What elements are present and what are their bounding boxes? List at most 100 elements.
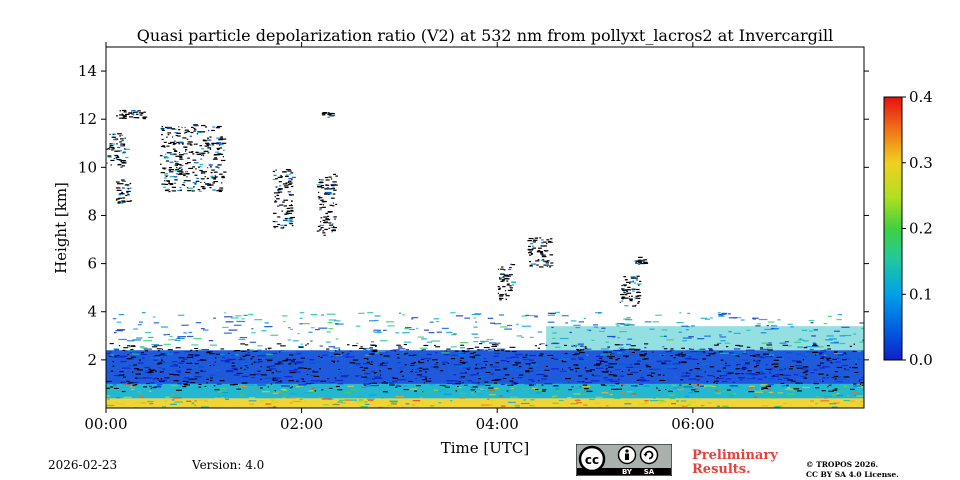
noise-speck [396,353,400,356]
noise-speck [231,362,235,364]
signal-speck [322,354,329,356]
noise-speck [743,368,746,370]
cloud-speck [534,239,538,241]
signal-speck [441,327,449,329]
signal-speck [138,324,142,326]
noise-speck [833,375,839,378]
cloud-speck [125,184,128,186]
cloud-speck [110,164,112,166]
cloud-speck [201,148,205,150]
noise-speck [290,360,296,362]
signal-speck [844,385,847,387]
signal-speck [768,372,772,374]
noise-speck [765,368,772,370]
signal-speck [605,365,610,367]
cloud-speck [499,297,501,300]
signal-speck [586,329,592,331]
noise-speck [404,364,407,366]
cloud-speck [624,297,629,299]
noise-speck [423,382,426,384]
noise-speck [615,359,619,361]
signal-speck [674,361,682,363]
signal-speck [421,338,427,340]
cloud-speck [543,261,547,263]
noise-speck [772,375,776,377]
noise-speck [292,358,296,360]
signal-speck [441,352,450,354]
signal-speck [805,354,810,356]
cloud-speck [535,260,540,262]
noise-speck [852,350,857,352]
signal-speck [333,347,341,349]
signal-speck [671,350,676,352]
cloud-speck [331,229,335,231]
signal-speck [308,362,316,364]
signal-speck [688,378,697,380]
cloud-speck [328,227,330,229]
cloud-speck [179,157,183,159]
cloud-speck [276,198,280,200]
cloud-speck [179,186,182,189]
signal-speck [524,383,533,385]
cloud-speck [500,273,505,275]
signal-speck [836,395,844,397]
signal-speck [335,379,344,382]
signal-speck [783,402,788,405]
signal-speck [166,333,170,336]
cloud-speck [316,184,321,186]
cloud-speck [318,198,320,200]
signal-speck [831,406,838,408]
noise-speck [566,378,570,380]
cloud-speck [331,231,333,233]
cloud-speck [220,143,224,145]
noise-speck [756,354,760,356]
noise-speck [397,357,400,359]
cloud-speck [125,156,129,159]
signal-speck [175,364,178,366]
signal-speck [839,342,846,345]
cloud-speck [113,157,115,160]
signal-speck [300,385,304,387]
cloud-speck [639,260,644,262]
signal-speck [142,312,146,314]
cloud-speck [199,163,204,166]
signal-speck [286,350,296,353]
noise-speck [461,362,466,364]
noise-speck [578,375,583,377]
signal-speck [603,376,608,379]
cloud-speck [115,199,118,201]
noise-speck [739,345,744,347]
cloud-speck [324,176,329,179]
noise-speck [219,380,225,382]
signal-speck [728,331,732,333]
signal-speck [370,384,378,387]
cloud-speck [182,181,186,184]
noise-speck [681,352,683,354]
cloud-speck [207,139,212,141]
signal-speck [687,312,691,314]
noise-speck [200,370,203,372]
signal-speck [859,322,864,324]
cloud-speck [290,207,294,209]
noise-speck [749,355,754,357]
cloud-speck [320,199,324,201]
signal-speck [709,317,713,319]
signal-speck [823,395,833,397]
signal-speck [570,320,577,322]
signal-speck [210,344,218,346]
signal-speck [222,394,226,397]
signal-speck [157,379,167,381]
cloud-speck [330,114,336,117]
signal-speck [249,341,257,343]
signal-speck [353,362,361,365]
cloud-speck [122,151,126,153]
signal-speck [487,398,490,400]
cloud-speck [285,212,288,214]
noise-speck [349,362,356,364]
signal-speck [529,315,538,317]
noise-speck [494,350,500,352]
signal-speck [186,375,193,377]
signal-speck [433,389,438,391]
signal-speck [480,375,486,378]
cloud-speck [197,189,201,191]
